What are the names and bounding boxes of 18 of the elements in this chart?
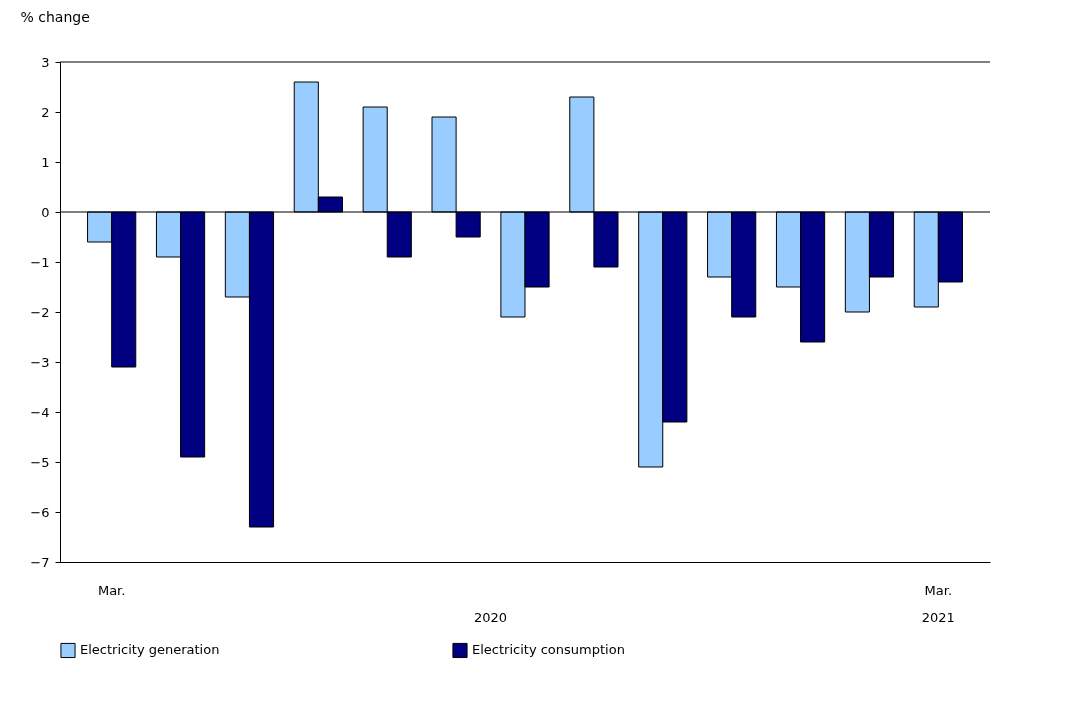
y-tick-label: 2	[41, 104, 50, 120]
y-tick-label: 0	[41, 204, 50, 220]
legend-label: Electricity generation	[80, 642, 220, 658]
y-tick-label: 1	[41, 154, 50, 170]
y-tick-label: −2	[30, 304, 50, 320]
legend-label: Electricity consumption	[472, 642, 625, 658]
text: 2021	[921, 610, 955, 625]
x-tick-label: Mar.	[97, 582, 126, 598]
y-tick-label: −5	[30, 454, 50, 470]
y-tick-label: −3	[30, 354, 50, 370]
y-tick-label: −6	[30, 504, 50, 520]
y-tick-label: −1	[30, 254, 50, 270]
y-tick-label: −7	[30, 554, 50, 570]
text: 2020	[474, 610, 508, 625]
x-tick-label: Mar.	[924, 582, 953, 598]
y-tick-label: 3	[41, 54, 50, 70]
y-axis-title: % change	[20, 8, 90, 25]
y-tick-label: −4	[30, 404, 50, 420]
